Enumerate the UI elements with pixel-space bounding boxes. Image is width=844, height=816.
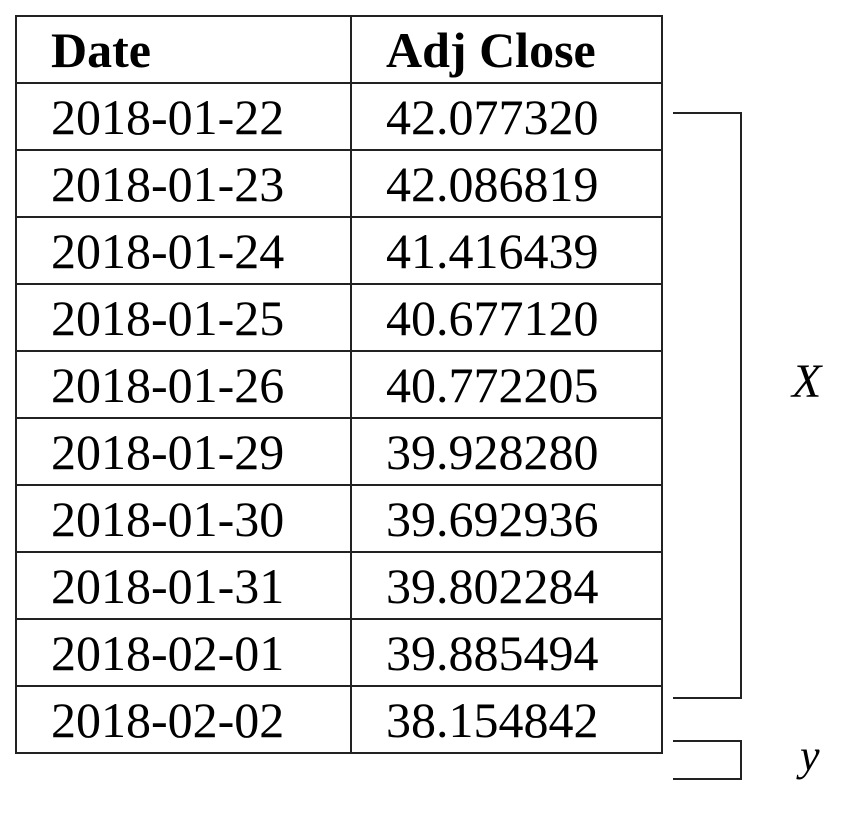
adj-close-cell: 40.772205	[350, 350, 663, 419]
column-header-adj-close: Adj Close	[350, 15, 663, 84]
date-cell: 2018-01-23	[15, 149, 352, 218]
adj-close-cell: 39.802284	[350, 551, 663, 620]
adj-close-cell: 39.928280	[350, 417, 663, 486]
table-row: 2018-02-01 39.885494	[15, 618, 663, 687]
table-row: 2018-01-30 39.692936	[15, 484, 663, 553]
table-row: 2018-01-24 41.416439	[15, 216, 663, 285]
adj-close-cell: 42.077320	[350, 82, 663, 151]
price-table: Date Adj Close 2018-01-22 42.077320 2018…	[15, 15, 663, 754]
table-row: 2018-01-26 40.772205	[15, 350, 663, 419]
date-cell: 2018-01-29	[15, 417, 352, 486]
adj-close-cell: 39.692936	[350, 484, 663, 553]
date-cell: 2018-01-30	[15, 484, 352, 553]
column-header-date: Date	[15, 15, 352, 84]
date-cell: 2018-01-26	[15, 350, 352, 419]
adj-close-cell: 38.154842	[350, 685, 663, 754]
x-bracket-label: X	[792, 355, 822, 408]
date-cell: 2018-02-01	[15, 618, 352, 687]
date-cell: 2018-01-25	[15, 283, 352, 352]
table-header-row: Date Adj Close	[15, 15, 663, 84]
date-cell: 2018-02-02	[15, 685, 352, 754]
table-row: 2018-01-29 39.928280	[15, 417, 663, 486]
table-row: 2018-01-25 40.677120	[15, 283, 663, 352]
table-row: 2018-01-31 39.802284	[15, 551, 663, 620]
date-cell: 2018-01-24	[15, 216, 352, 285]
table-row: 2018-01-22 42.077320	[15, 82, 663, 151]
date-cell: 2018-01-22	[15, 82, 352, 151]
adj-close-cell: 41.416439	[350, 216, 663, 285]
table-row: 2018-01-23 42.086819	[15, 149, 663, 218]
adj-close-cell: 42.086819	[350, 149, 663, 218]
table-row: 2018-02-02 38.154842	[15, 685, 663, 754]
date-cell: 2018-01-31	[15, 551, 352, 620]
adj-close-cell: 40.677120	[350, 283, 663, 352]
adj-close-cell: 39.885494	[350, 618, 663, 687]
y-bracket-label: y	[800, 731, 820, 780]
x-bracket	[673, 112, 742, 699]
y-bracket	[673, 740, 742, 780]
